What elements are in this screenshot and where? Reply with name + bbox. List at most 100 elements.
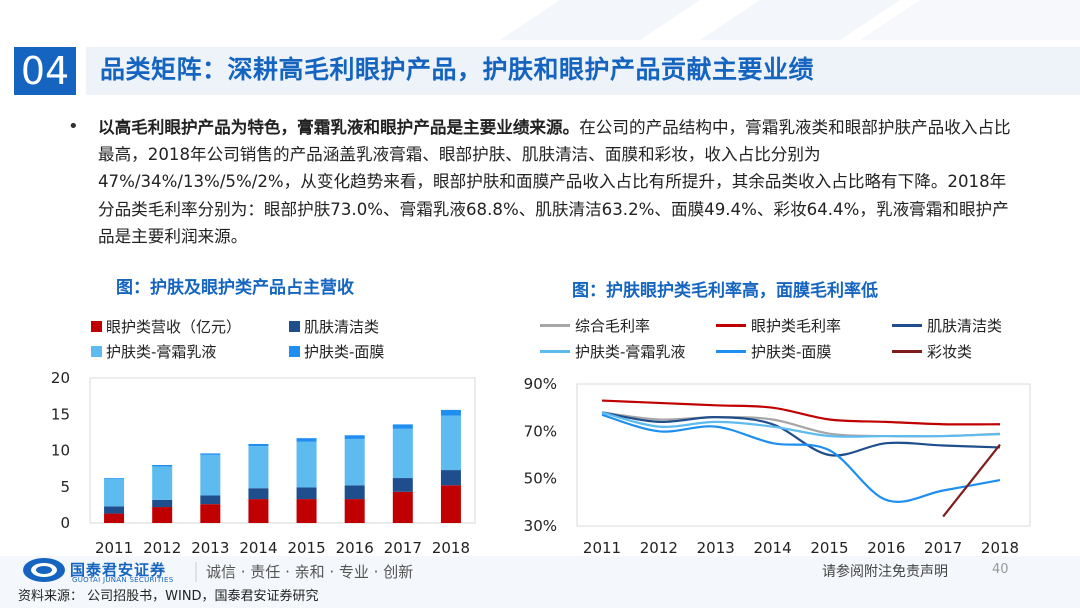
data-source: 资料来源： 公司招股书，WIND，国泰君安证券研究 [18, 589, 319, 604]
title-bar [86, 47, 1080, 95]
legend-label-overall: 综合毛利率 [575, 317, 651, 335]
legend-cream-margin: 护肤类-膏霜乳液 [540, 341, 685, 362]
legend-label-cream: 护肤类-膏霜乳液 [106, 343, 217, 361]
legend-line-cream [540, 349, 570, 353]
bar-1-2013 [200, 495, 221, 505]
x-tick-label: 2011 [95, 539, 133, 557]
bar-0-2013 [200, 504, 221, 523]
footer-bar [0, 556, 1080, 608]
y-tick-label: 90% [524, 375, 557, 393]
x-tick-label: 2013 [191, 539, 229, 557]
y-tick-label: 15 [51, 405, 70, 423]
series-line-2 [601, 411, 1001, 457]
page-number: 40 [992, 562, 1009, 577]
bullet-dot: • [68, 116, 79, 137]
y-tick-label: 50% [524, 470, 557, 488]
x-tick-label: 2012 [640, 539, 678, 557]
bar-2-2011 [104, 478, 125, 507]
bar-3-2014 [248, 443, 269, 447]
bar-3-2013 [200, 453, 221, 455]
bar-3-2018 [440, 409, 461, 416]
bar-1-2015 [296, 487, 317, 500]
page-title: 品类矩阵：深耕高毛利眼护产品，护肤和眼护产品贡献主要业绩 [100, 55, 815, 84]
x-tick-label: 2015 [810, 539, 848, 557]
logo-english: GUOTAI JUNAN SECURITIES [72, 576, 174, 584]
legend-clean: 肌肤清洁类 [289, 316, 379, 337]
legend-eye: 眼护类营收（亿元） [91, 316, 241, 337]
summary-text: 在公司的产品结构中，膏霜乳液类和眼部护肤产品收入占比最高，2018年公司销售的产… [98, 118, 1011, 246]
legend-swatch-eye [91, 320, 102, 332]
legend-eye-margin: 眼护类毛利率 [716, 315, 841, 336]
legend-label-cream-margin: 护肤类-膏霜乳液 [575, 343, 686, 361]
legend-mask: 护肤类-面膜 [289, 341, 384, 362]
bar-2-2015 [296, 441, 317, 488]
x-tick-label: 2018 [432, 539, 470, 557]
series-line-4 [601, 413, 1001, 503]
legend-line-overall [540, 323, 570, 327]
bar-2-2014 [248, 446, 269, 489]
legend-swatch-cream [91, 345, 102, 357]
bar-0-2011 [104, 513, 125, 523]
legend-swatch-clean [289, 320, 300, 332]
bar-0-2012 [152, 507, 173, 523]
stacked-bar-chart: 0 5 10 15 20 2011 2012 2013 2014 2015 2016 2017 2018 [51, 369, 476, 557]
legend-line-clean [892, 323, 922, 327]
y-tick-label: 30% [524, 517, 557, 535]
bar-1-2011 [104, 506, 125, 514]
y-tick-label: 20 [51, 369, 70, 387]
legend-label-clean-margin: 肌肤清洁类 [927, 317, 1003, 335]
summary-bold: 以高毛利眼护产品为特色，膏霜乳液和眼护产品是主要业绩来源。 [98, 118, 580, 137]
x-tick-label: 2014 [753, 539, 791, 557]
y-tick-label: 5 [60, 478, 70, 496]
legend-mask-margin: 护肤类-面膜 [716, 341, 831, 362]
legend-cream: 护肤类-膏霜乳液 [91, 341, 216, 362]
legend-label-mask-margin: 护肤类-面膜 [751, 343, 832, 361]
bar-2-2013 [200, 454, 221, 496]
legend-line-mask [716, 349, 746, 353]
series-line-1 [601, 399, 1001, 426]
bar-3-2015 [296, 438, 317, 442]
legend-overall: 综合毛利率 [540, 315, 650, 336]
summary-paragraph: 以高毛利眼护产品为特色，膏霜乳液和眼护产品是主要业绩来源。在公司的产品结构中，膏… [98, 114, 1018, 250]
bar-2-2012 [152, 466, 173, 500]
x-tick-label: 2011 [583, 539, 621, 557]
bar-3-2016 [344, 435, 365, 439]
x-tick-label: 2018 [981, 539, 1019, 557]
x-tick-label: 2014 [239, 539, 277, 557]
y-tick-label: 10 [51, 442, 70, 460]
right-chart-title: 图：护肤眼护类毛利率高，面膜毛利率低 [572, 281, 878, 301]
bar-1-2018 [440, 470, 461, 486]
x-tick-label: 2017 [924, 539, 962, 557]
header-decoration [500, 0, 1080, 40]
legend-label-eye-margin: 眼护类毛利率 [751, 317, 842, 335]
slogan: 诚信 · 责任 · 亲和 · 专业 · 创新 [206, 563, 414, 581]
legend-line-eye [716, 323, 746, 327]
bar-0-2017 [392, 491, 413, 523]
section-number: 04 [14, 47, 76, 95]
legend-label-eye: 眼护类营收（亿元） [106, 318, 242, 336]
bar-3-2012 [152, 465, 173, 467]
plot-frame [89, 377, 476, 524]
y-tick-label: 0 [60, 514, 70, 532]
bar-3-2011 [104, 478, 125, 479]
left-chart-title: 图：护肤及眼护类产品占主营收 [116, 278, 354, 298]
bar-1-2014 [248, 488, 269, 500]
legend-label-makeup-margin: 彩妆类 [927, 343, 973, 361]
legend-label-clean: 肌肤清洁类 [304, 318, 380, 336]
disclaimer: 请参阅附注免责声明 [822, 564, 948, 580]
series-line-5 [942, 443, 1001, 518]
legend-label-mask: 护肤类-面膜 [304, 343, 385, 361]
bar-0-2015 [296, 499, 317, 523]
bar-1-2012 [152, 499, 173, 508]
company-logo [23, 558, 65, 582]
x-tick-label: 2013 [697, 539, 735, 557]
bar-1-2017 [392, 478, 413, 492]
y-tick-label: 70% [524, 422, 557, 440]
x-tick-label: 2017 [384, 539, 422, 557]
bar-1-2016 [344, 485, 365, 500]
bar-3-2017 [392, 424, 413, 429]
bar-0-2014 [248, 499, 269, 523]
x-tick-label: 2015 [287, 539, 325, 557]
plot-frame [576, 383, 1031, 527]
legend-swatch-mask [289, 345, 300, 357]
